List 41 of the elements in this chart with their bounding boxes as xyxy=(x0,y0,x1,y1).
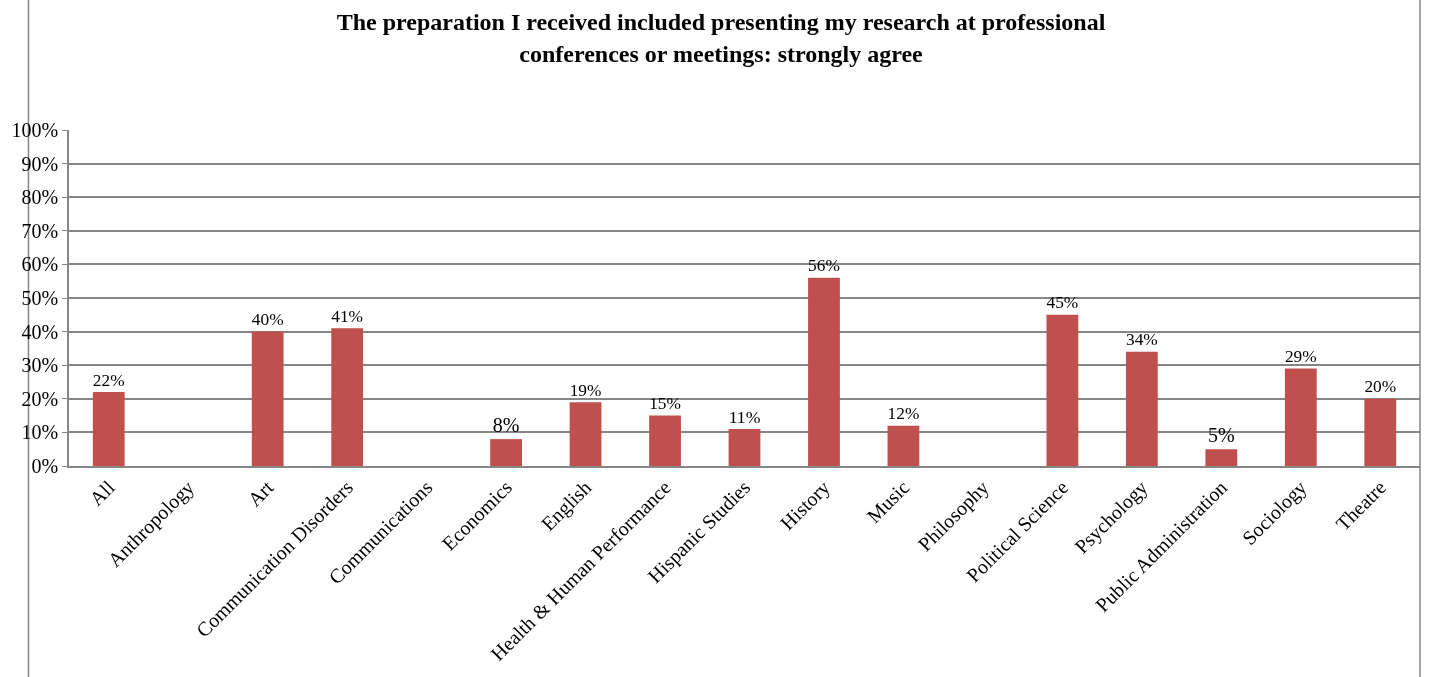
bar xyxy=(728,429,761,466)
data-label: 20% xyxy=(1364,377,1397,397)
bar xyxy=(1205,449,1238,466)
y-tick-label: 60% xyxy=(21,253,59,276)
data-label: 8% xyxy=(492,414,520,437)
bar xyxy=(1284,368,1317,466)
bar xyxy=(251,331,284,466)
y-tick-label: 20% xyxy=(21,387,59,410)
y-tick-label: 50% xyxy=(21,287,59,309)
chart-title: The preparation I received included presenting my research at professional conferences or meetings: strongly agree xyxy=(336,9,1106,67)
data-label: 41% xyxy=(331,306,364,326)
bar xyxy=(92,392,125,466)
data-label: 19% xyxy=(569,380,602,400)
data-label: 12% xyxy=(887,404,920,424)
y-tick-label: 10% xyxy=(21,421,59,444)
data-label: 40% xyxy=(251,310,284,330)
bar xyxy=(808,277,840,466)
y-tick-label: 100% xyxy=(11,119,59,141)
y-tick-label: 40% xyxy=(21,320,59,343)
bar xyxy=(649,415,681,466)
y-tick-label: 80% xyxy=(21,186,59,209)
data-label: 5% xyxy=(1207,424,1235,447)
y-tick-label: 30% xyxy=(21,354,59,377)
data-label: 22% xyxy=(92,370,125,390)
bar xyxy=(887,425,920,466)
y-tick-label: 70% xyxy=(21,219,59,242)
y-tick-label: 0% xyxy=(31,455,59,477)
y-tick-label: 90% xyxy=(21,152,59,175)
data-label: 34% xyxy=(1125,330,1158,350)
bar xyxy=(490,439,522,466)
bar xyxy=(1046,314,1079,466)
data-label: 56% xyxy=(808,256,840,276)
bar xyxy=(569,402,602,466)
x-tick-label: Art xyxy=(243,475,278,511)
data-label: 11% xyxy=(728,406,761,427)
data-label: 29% xyxy=(1284,347,1317,367)
bar xyxy=(331,328,364,466)
bar xyxy=(1364,398,1397,466)
bar xyxy=(1125,351,1158,466)
data-label: 15% xyxy=(649,394,681,414)
data-label: 45% xyxy=(1046,293,1079,313)
